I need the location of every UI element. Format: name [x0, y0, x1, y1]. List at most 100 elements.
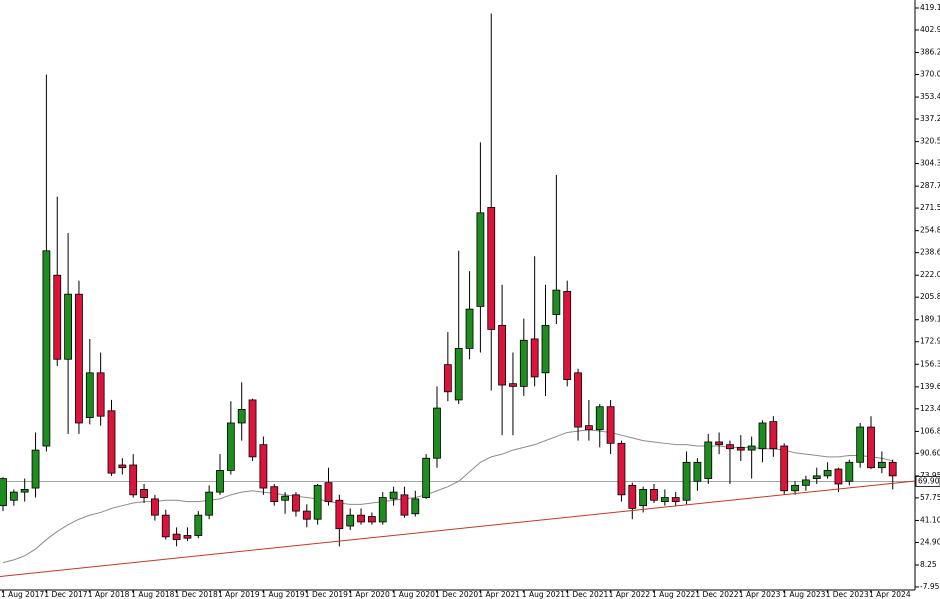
y-tick-label: 8.25: [920, 560, 937, 569]
y-tick-label: 189.15: [920, 315, 940, 324]
candle-body: [693, 461, 702, 482]
y-tick-label: 106.80: [920, 426, 940, 435]
x-tick-label: 1 Aug 2021: [522, 590, 565, 599]
candle-body: [628, 484, 637, 509]
candle-body: [140, 489, 148, 498]
candle-body: [367, 516, 376, 523]
candle-body: [389, 491, 398, 500]
candle-body: [877, 461, 886, 469]
y-tick-label: 320.55: [920, 137, 940, 146]
y-tick-label: 73.95: [920, 471, 940, 480]
candle-body: [780, 445, 789, 492]
x-tick-label: 1 Aug 2019: [261, 590, 304, 599]
y-tick-label: 271.50: [920, 203, 940, 212]
candle-body: [31, 449, 40, 489]
x-tick-label: 1 Aug 2018: [131, 590, 174, 599]
candle-body: [747, 445, 756, 451]
candle-body: [888, 461, 897, 477]
candle-body: [248, 399, 257, 458]
x-tick-label: 1 Aug 2023: [782, 590, 825, 599]
y-tick-label: 156.30: [920, 359, 940, 368]
y-tick-label: 287.70: [920, 181, 940, 190]
candle-body: [216, 470, 224, 493]
price-label: 69.90: [918, 476, 940, 485]
x-tick-label: 1 Dec 2017: [44, 590, 87, 599]
candle-body: [769, 421, 778, 450]
candle-body: [487, 207, 496, 330]
candle-body: [650, 489, 658, 501]
candle-body: [411, 498, 420, 515]
x-tick-label: 1 Dec 2020: [435, 590, 478, 599]
candle-body: [498, 324, 507, 386]
candle-body: [802, 479, 810, 486]
x-tick-label: 1 Aug 2020: [392, 590, 435, 599]
candle-body: [519, 339, 528, 387]
candle-body: [433, 407, 441, 459]
candle-body: [357, 514, 365, 523]
candle-body: [161, 514, 170, 538]
candle-body: [530, 338, 539, 378]
candle-body: [194, 514, 203, 536]
candle-body: [660, 497, 669, 503]
candle-body: [237, 409, 246, 424]
candle-body: [0, 478, 7, 507]
candle-body: [574, 372, 582, 428]
x-tick-label: 1 Dec 2019: [305, 590, 348, 599]
candle-body: [422, 457, 431, 498]
candle-body: [335, 499, 344, 530]
candle-body: [129, 464, 138, 496]
y-tick-label: 238.65: [920, 248, 940, 257]
y-tick-label: 254.85: [920, 226, 940, 235]
y-tick-label: 402.90: [920, 25, 940, 34]
y-tick-label: 419.10: [920, 3, 940, 12]
candle-body: [682, 461, 691, 501]
y-tick-label: 172.95: [920, 337, 940, 346]
candle-body: [595, 406, 604, 431]
candle-body: [509, 383, 517, 387]
candle-body: [172, 533, 181, 540]
y-tick-label: 205.80: [920, 292, 940, 301]
candle-body: [704, 441, 713, 479]
candle-body: [378, 497, 387, 523]
y-tick-label: -7.95: [920, 582, 940, 591]
candle-body: [292, 494, 300, 512]
candle-body: [465, 308, 474, 349]
candle-body: [324, 482, 333, 503]
candle-body: [454, 348, 463, 401]
candle-body: [259, 444, 268, 489]
y-tick-label: 24.90: [920, 537, 940, 546]
candle-body: [64, 293, 72, 360]
candle-body: [205, 491, 214, 516]
candle-body: [281, 495, 290, 501]
y-tick-label: 386.25: [920, 48, 940, 57]
candle-body: [346, 514, 355, 527]
x-tick-label: 1 Apr 2020: [348, 590, 390, 599]
candle-body: [302, 510, 311, 520]
candle-body: [183, 535, 192, 539]
y-tick-label: 222.00: [920, 270, 940, 279]
candle-body: [75, 293, 83, 424]
candle-body: [671, 497, 680, 503]
x-tick-label: 1 Dec 2022: [695, 590, 738, 599]
x-tick-label: 1 Apr 2022: [609, 590, 651, 599]
candle-body: [812, 475, 821, 479]
x-tick-label: 1 Dec 2021: [565, 590, 608, 599]
candle-body: [107, 410, 116, 474]
x-tick-label: 1 Dec 2018: [175, 590, 218, 599]
trendline: [0, 480, 916, 577]
candle-body: [606, 406, 615, 444]
x-tick-label: 1 Apr 2023: [739, 590, 781, 599]
candle-body: [226, 422, 235, 471]
candle-body: [563, 291, 572, 380]
candle-body: [85, 372, 94, 418]
candle-body: [791, 484, 799, 492]
candle-body: [867, 426, 875, 469]
y-tick-label: 370.05: [920, 69, 940, 78]
candle-body: [715, 441, 723, 446]
candle-body: [758, 422, 767, 450]
x-tick-label: 1 Apr 2024: [869, 590, 911, 599]
candle-body: [20, 489, 29, 493]
x-tick-label: 1 Aug 2017: [1, 590, 44, 599]
x-tick-label: 1 Dec 2023: [826, 590, 869, 599]
moving-average: [2, 429, 893, 564]
